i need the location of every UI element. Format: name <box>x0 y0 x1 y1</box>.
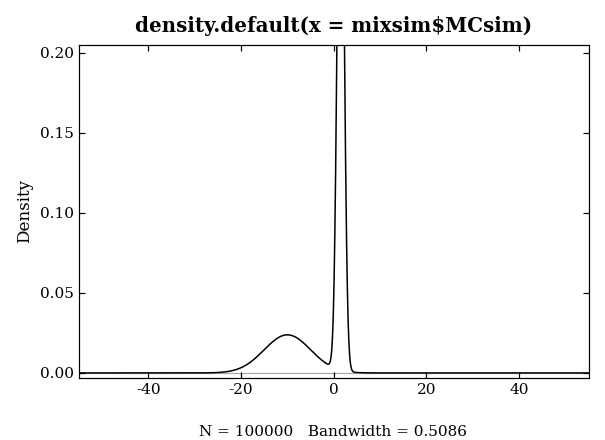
Y-axis label: Density: Density <box>16 179 33 243</box>
Text: N = 100000   Bandwidth = 0.5086: N = 100000 Bandwidth = 0.5086 <box>199 425 466 439</box>
Title: density.default(x = mixsim$MCsim): density.default(x = mixsim$MCsim) <box>135 16 532 37</box>
